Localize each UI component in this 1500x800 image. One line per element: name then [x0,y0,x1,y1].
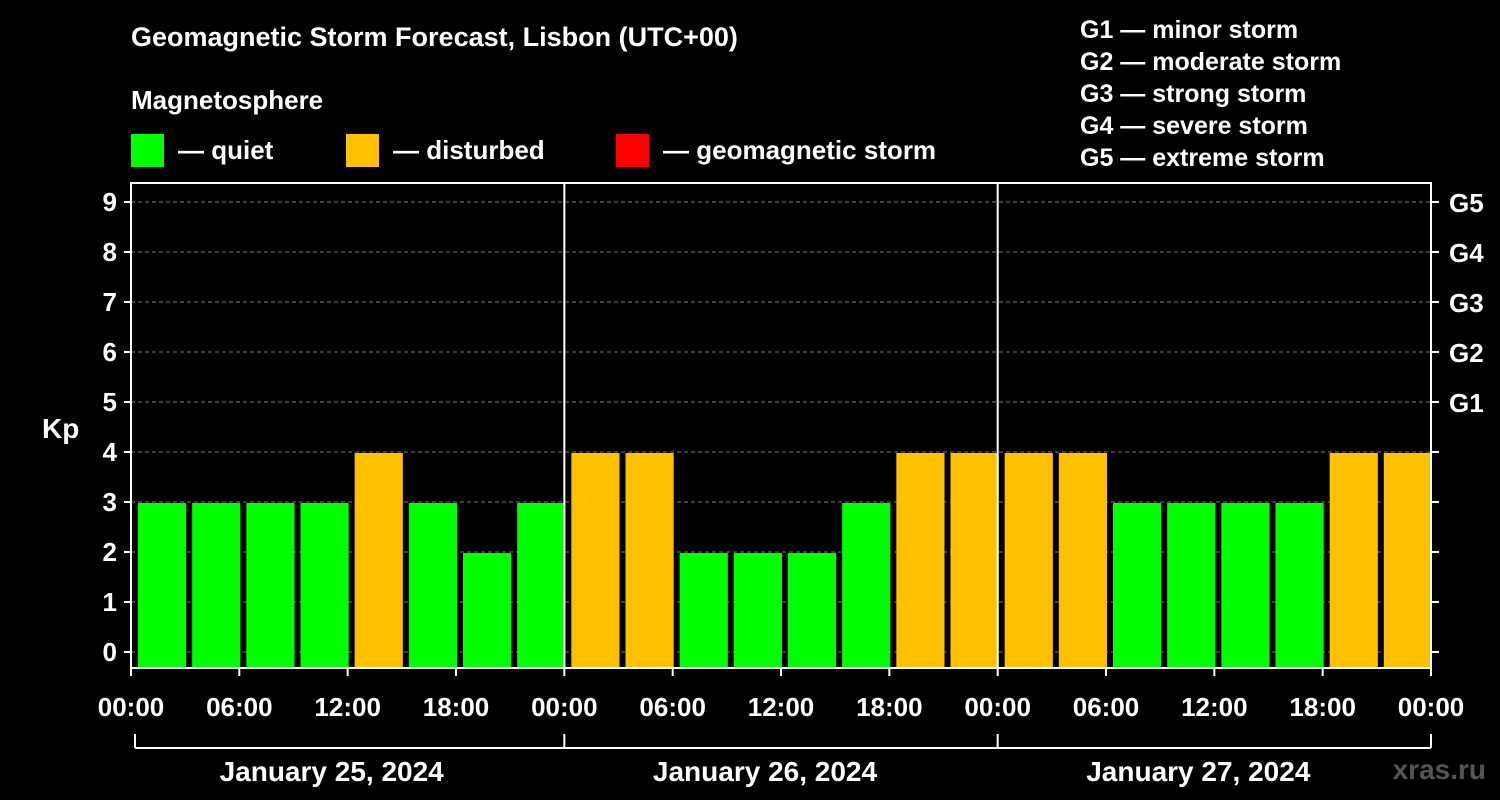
y-tick-label-7: 7 [103,287,117,317]
bar-20 [1221,503,1270,668]
x-tick-label-1: 06:00 [206,692,273,722]
x-tick-label-12: 00:00 [1398,692,1465,722]
storm-tick-label-G1: G1 [1449,388,1484,418]
bar-2 [246,503,295,668]
bar-17 [1058,453,1107,668]
storm-tick-label-G2: G2 [1449,338,1484,368]
storm-tick-label-G3: G3 [1449,288,1484,318]
bar-11 [733,553,782,668]
x-tick-label-10: 12:00 [1181,692,1248,722]
x-tick-label-4: 00:00 [531,692,598,722]
x-tick-label-2: 12:00 [314,692,381,722]
legend-quiet: — quiet [131,133,273,167]
y-tick-label-5: 5 [103,387,117,417]
chart-title: Geomagnetic Storm Forecast, Lisbon (UTC+… [131,22,738,52]
y-tick-label-0: 0 [103,637,117,667]
bar-3 [300,503,349,668]
storm-level-g4: G4 — severe storm [1080,112,1308,140]
bar-22 [1329,453,1378,668]
legend-swatch-storm [616,133,649,167]
x-tick-label-8: 00:00 [964,692,1031,722]
x-tick-label-3: 18:00 [423,692,490,722]
legend-swatch-disturbed [346,133,379,167]
bar-19 [1167,503,1216,668]
storm-level-g2: G2 — moderate storm [1080,48,1342,76]
legend-label-quiet: — quiet [178,134,274,165]
legend-label-disturbed: — disturbed [393,134,545,165]
chart-subtitle: Magnetosphere [131,85,324,115]
legend-storm: — geomagnetic storm [616,133,936,167]
storm-tick-label-G4: G4 [1449,238,1484,268]
bar-7 [517,503,566,668]
bar-4 [354,453,403,668]
bar-18 [1113,503,1162,668]
day-label-0: January 25, 2024 [220,756,445,787]
legend-swatch-quiet [131,133,164,167]
y-tick-label-8: 8 [103,237,117,267]
x-tick-label-5: 06:00 [639,692,706,722]
storm-level-g3: G3 — strong storm [1080,80,1307,108]
bar-1 [192,503,241,668]
x-tick-label-7: 18:00 [856,692,923,722]
storm-tick-label-G5: G5 [1449,188,1484,218]
bar-5 [408,503,457,668]
storm-level-g1: G1 — minor storm [1080,16,1299,44]
y-tick-label-4: 4 [103,437,118,467]
x-tick-label-11: 18:00 [1289,692,1356,722]
y-tick-label-6: 6 [103,337,117,367]
axes: 0 1 2 3 4 5 6 7 8 9 G1 G2 G3 G4 G5 00:00 06:00 12:00 18:00… [98,187,1484,787]
bar-14 [896,453,945,668]
watermark: xras.ru [1392,754,1486,785]
y-axis-label: Kp [42,413,79,444]
y-tick-label-2: 2 [103,537,117,567]
bar-12 [788,553,837,668]
x-tick-label-9: 06:00 [1073,692,1140,722]
bar-0 [138,503,187,668]
legend-disturbed: — disturbed [346,133,545,167]
legend-label-storm: — geomagnetic storm [663,134,937,165]
bar-21 [1275,503,1324,668]
y-tick-label-3: 3 [103,487,117,517]
bar-9 [625,453,674,668]
storm-level-g5: G5 — extreme storm [1080,144,1325,172]
x-tick-label-0: 00:00 [98,692,165,722]
bar-10 [679,553,728,668]
bar-16 [1004,453,1053,668]
day-label-1: January 26, 2024 [653,756,878,787]
bar-23 [1383,453,1432,668]
bar-6 [463,553,512,668]
bar-15 [950,453,999,668]
bar-13 [842,503,891,668]
bars [138,453,1432,668]
x-tick-label-6: 12:00 [748,692,815,722]
storm-level-legend: G1 — minor storm G2 — moderate storm G3 … [1080,14,1341,174]
y-tick-label-9: 9 [103,187,117,217]
y-tick-label-1: 1 [103,587,117,617]
bar-8 [571,453,620,668]
day-label-2: January 27, 2024 [1086,756,1311,787]
